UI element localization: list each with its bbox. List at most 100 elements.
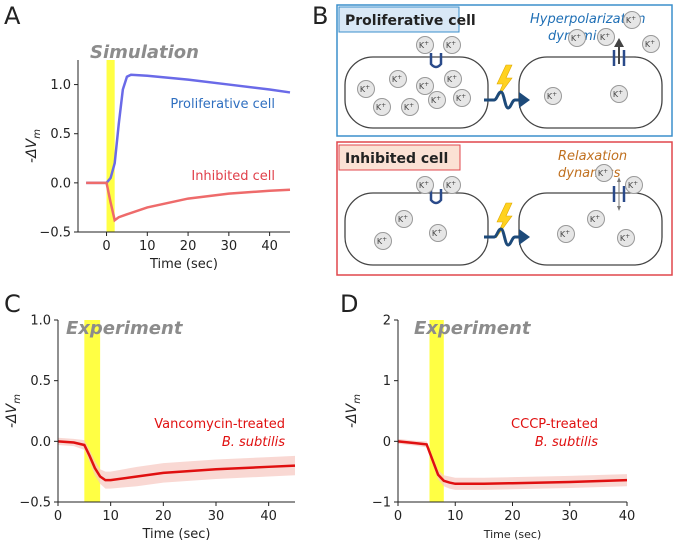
ion-circle — [416, 36, 434, 54]
ion-circle — [429, 224, 447, 242]
ion-sup: + — [436, 95, 441, 102]
ion: K+ — [443, 36, 461, 54]
x-tick-label: 30 — [221, 239, 238, 254]
panel-label: B — [312, 2, 328, 30]
ion-circle — [597, 28, 615, 46]
ion-sup: + — [365, 84, 370, 91]
ion-base: K — [613, 90, 619, 99]
ion-circle — [416, 77, 434, 95]
ion-circle — [357, 80, 375, 98]
ion-label: K+ — [360, 84, 370, 94]
ion-sup: + — [381, 102, 386, 109]
x-tick-label: 10 — [102, 509, 119, 524]
y-label-sub: m — [12, 394, 23, 404]
ion-sup: + — [625, 233, 630, 240]
x-tick-label: 40 — [619, 509, 636, 524]
box-title: Proliferative cell — [345, 13, 476, 29]
y-tick-label: 1 — [383, 374, 391, 389]
ion-base: K — [360, 85, 366, 94]
ion-circle — [610, 85, 628, 103]
arrow-head — [617, 206, 621, 211]
cell — [344, 56, 489, 129]
ion-sup: + — [424, 81, 429, 88]
annotation: Simulation — [90, 42, 199, 63]
ion-label: K+ — [432, 228, 442, 238]
ion-label: K+ — [598, 168, 608, 178]
ion-base: K — [432, 229, 438, 238]
ion-label: K+ — [620, 233, 630, 243]
ion-sup: + — [451, 40, 456, 47]
ion-sup: + — [461, 93, 466, 100]
x-tick-label: 40 — [260, 509, 277, 524]
ion-circle — [443, 36, 461, 54]
series-line — [86, 181, 291, 223]
ion: K+ — [610, 85, 628, 103]
y-axis-label: -ΔVm — [4, 394, 23, 428]
stimulus-arrows — [429, 38, 626, 247]
ion-label: K+ — [446, 40, 456, 50]
x-tick-label: 0 — [394, 509, 402, 524]
series-label: Vancomycin-treated — [154, 417, 285, 432]
ion-label: K+ — [376, 102, 386, 112]
ion-base: K — [447, 75, 453, 84]
box-title: Inhibited cell — [345, 151, 448, 167]
y-label-main: -ΔV — [344, 402, 360, 428]
ion-label: K+ — [398, 214, 408, 224]
y-tick-label: −1 — [372, 496, 391, 511]
ion-base: K — [590, 215, 596, 224]
x-tick-label: 0 — [102, 239, 110, 254]
panel-label: C — [4, 290, 21, 318]
ion-base: K — [456, 94, 462, 103]
ion-label: K+ — [446, 180, 456, 190]
ion-sup: + — [452, 74, 457, 81]
ion-circle — [642, 35, 660, 53]
ion-base: K — [446, 41, 452, 50]
x-tick-label: 20 — [180, 239, 197, 254]
x-tick-label: 30 — [208, 509, 225, 524]
ion-sup: + — [631, 15, 636, 22]
annotation: Experiment — [66, 318, 184, 339]
arrow-head — [519, 92, 530, 108]
series-line — [57, 440, 296, 482]
y-tick-label: 1.0 — [50, 78, 71, 93]
ion: K+ — [416, 36, 434, 54]
wave-arrow — [484, 227, 521, 247]
x-tick-label: 20 — [155, 509, 172, 524]
ion-circle — [568, 29, 586, 47]
ion-sup: + — [397, 74, 402, 81]
ion-base: K — [645, 40, 651, 49]
dynamics-label: Relaxation — [558, 149, 627, 164]
ion: K+ — [357, 80, 375, 98]
y-label-sub: m — [352, 394, 363, 404]
ion: K+ — [617, 229, 635, 247]
ion: K+ — [416, 176, 434, 194]
ion-circle — [373, 98, 391, 116]
ion-circle — [416, 176, 434, 194]
ion-circle — [395, 210, 413, 228]
y-tick-label: −0.5 — [39, 226, 71, 241]
x-tick-label: 30 — [561, 509, 578, 524]
ion-sup: + — [451, 180, 456, 187]
ion-label: K+ — [377, 236, 387, 246]
ion-label: K+ — [456, 93, 466, 103]
series-label: Proliferative cell — [170, 97, 275, 112]
ion-label: K+ — [547, 91, 557, 101]
arrow-head — [617, 177, 621, 182]
y-tick-label: 0.5 — [30, 374, 51, 389]
series-label: Inhibited cell — [191, 169, 275, 184]
y-axis-label: -ΔVm — [24, 129, 43, 163]
series-line — [397, 440, 628, 486]
x-axis-label: Time (sec) — [483, 528, 542, 541]
ion-label: K+ — [626, 15, 636, 25]
y-tick-label: 0.0 — [50, 176, 71, 191]
ion-label: K+ — [613, 89, 623, 99]
ion-sup: + — [552, 91, 557, 98]
y-axis-label: -ΔVm — [344, 394, 363, 428]
y-label-sub: m — [32, 129, 43, 139]
ion-sup: + — [382, 236, 387, 243]
ion-base: K — [560, 230, 566, 239]
panel-label: D — [340, 290, 358, 318]
x-tick-label: 0 — [54, 509, 62, 524]
ion-sup: + — [424, 180, 429, 187]
